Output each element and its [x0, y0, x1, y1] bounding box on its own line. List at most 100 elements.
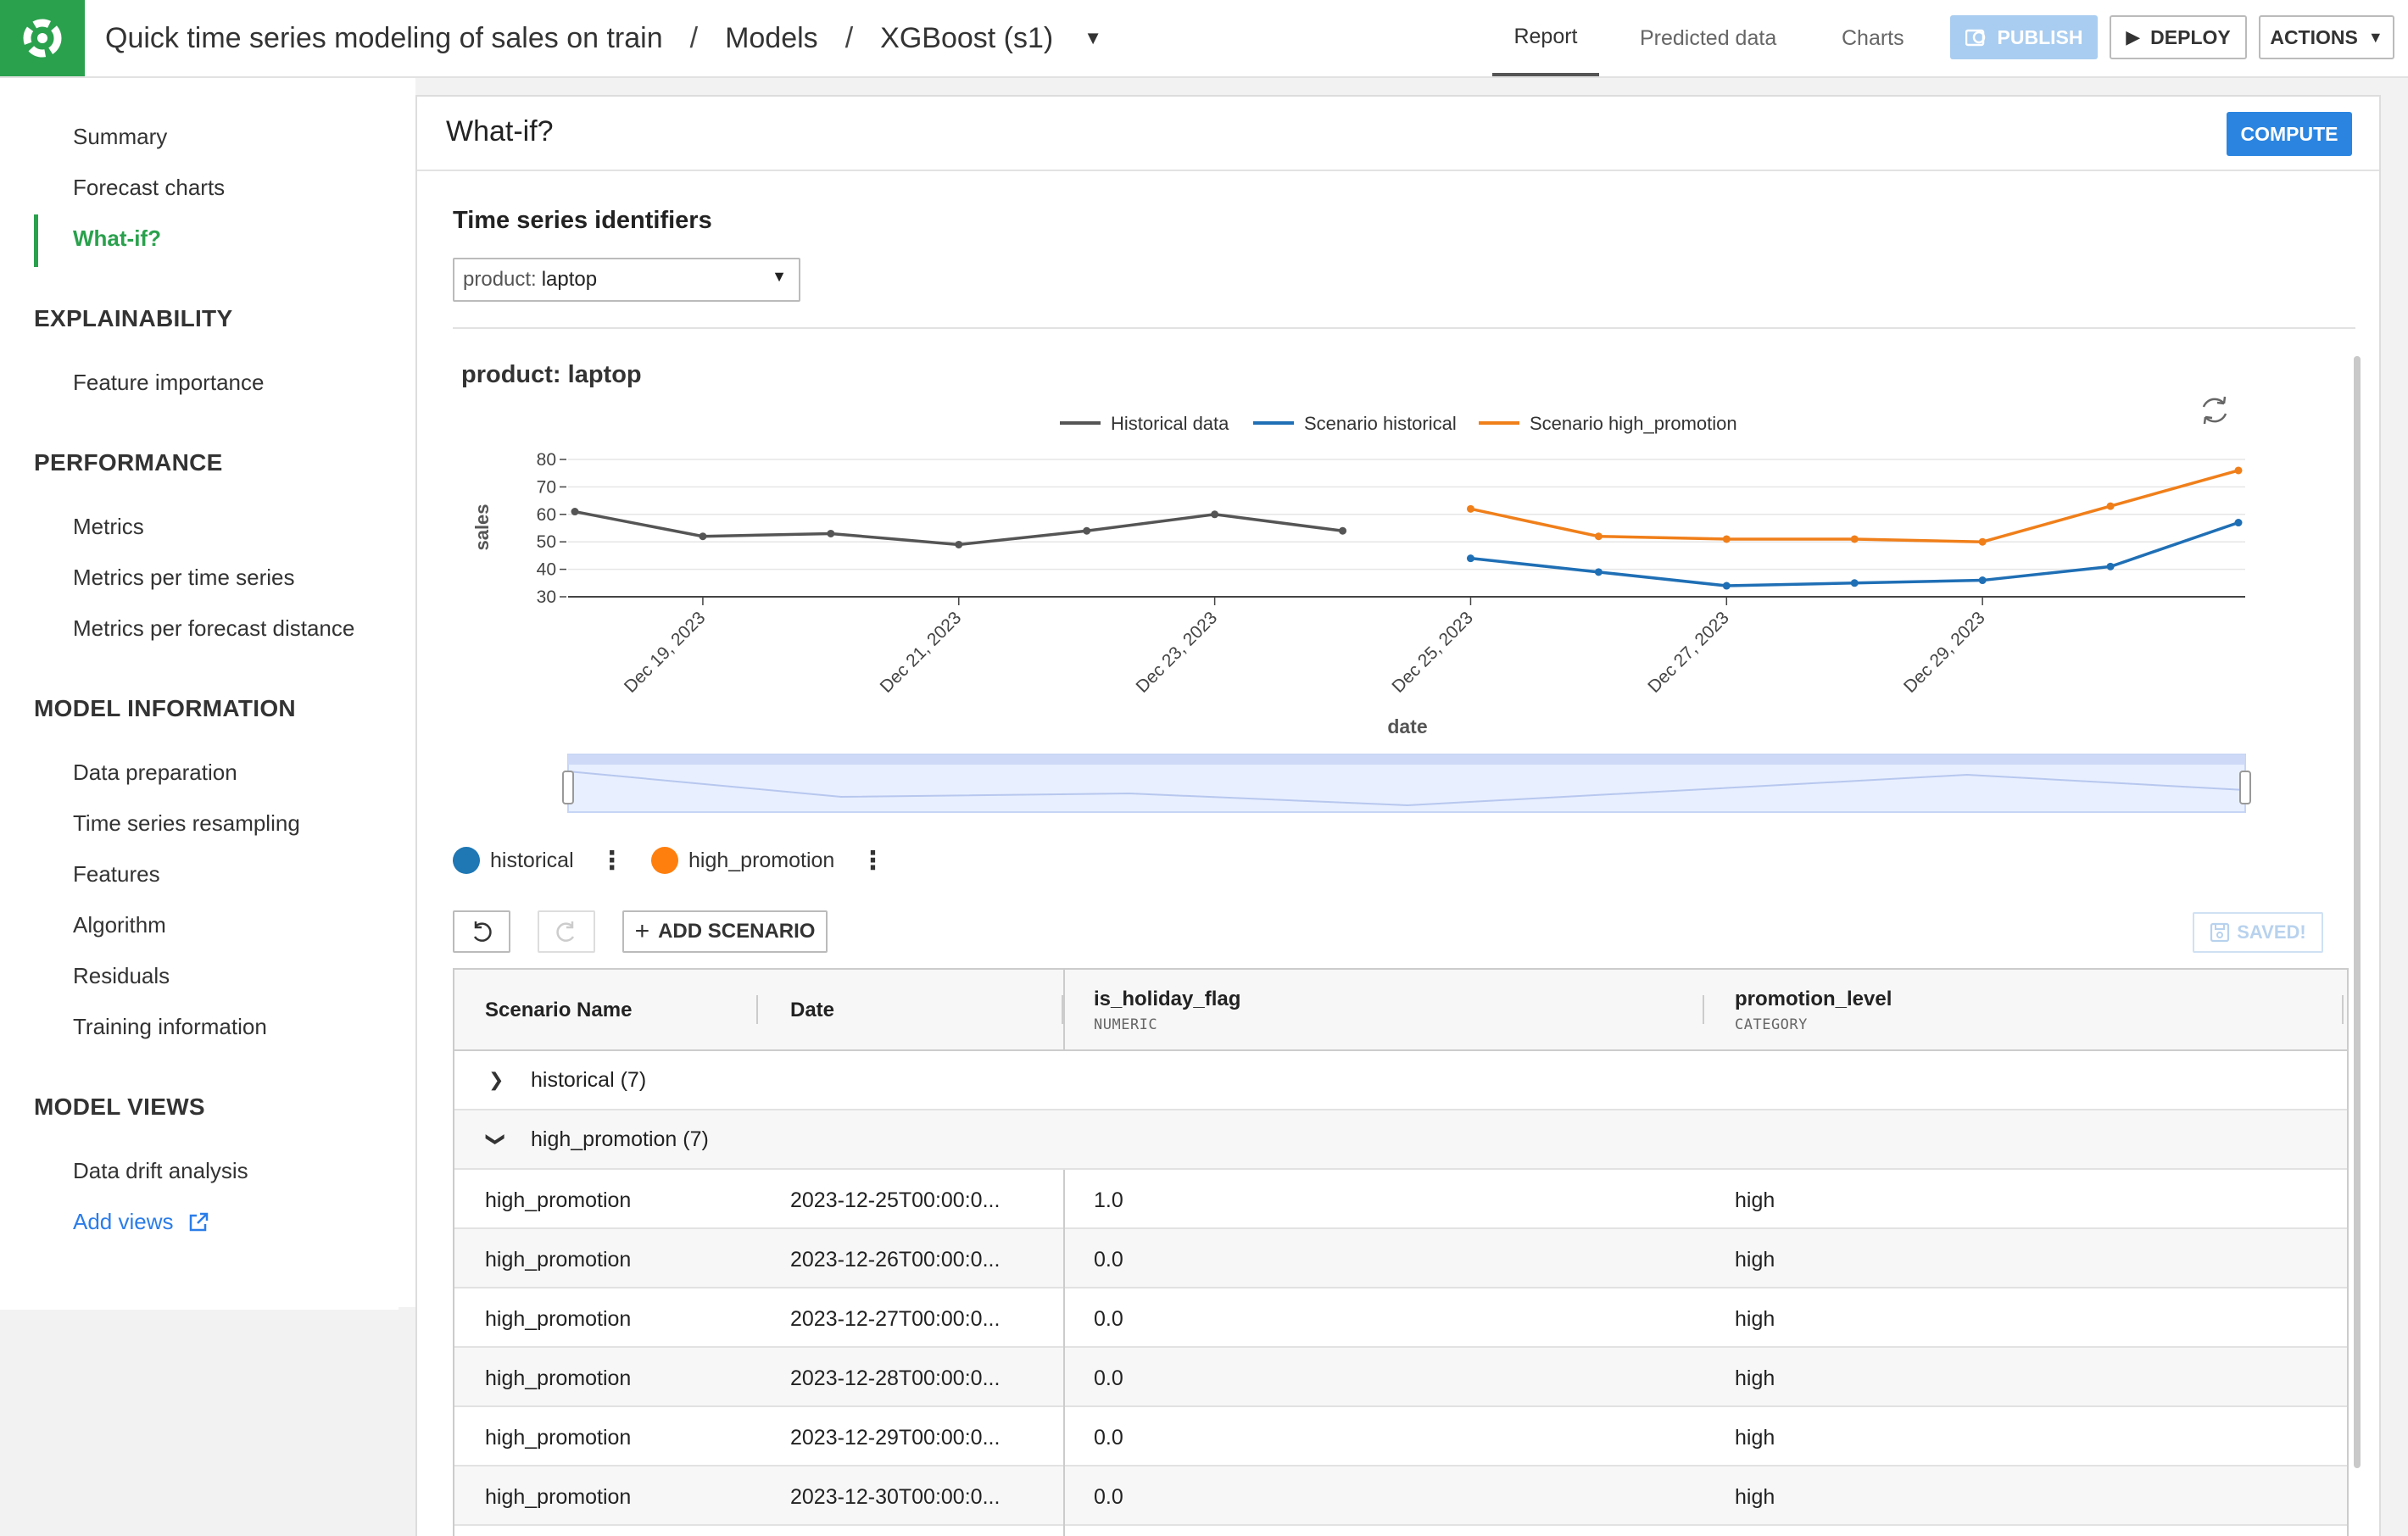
- forecast-chart: Historical data Scenario historical Scenar…: [471, 396, 2251, 813]
- sidebar-item-data-preparation[interactable]: Data preparation: [73, 760, 237, 785]
- table-cell[interactable]: high_promotion: [485, 1485, 632, 1509]
- column-divider: [1063, 970, 1065, 1051]
- table-cell[interactable]: high: [1735, 1426, 1775, 1450]
- breadcrumb-separator: /: [689, 21, 699, 54]
- data-point: [2234, 519, 2243, 527]
- table-cell[interactable]: 2023-12-29T00:00:0...: [790, 1426, 1001, 1450]
- scenario-pill-high-promotion[interactable]: high_promotion ⋮: [651, 841, 885, 880]
- table-row[interactable]: high_promotion 2023-12-29T00:00:0... 0.0 hi…: [454, 1407, 2347, 1466]
- add-scenario-button[interactable]: + ADD SCENARIO: [622, 910, 828, 953]
- table-row[interactable]: high_promotion 2023-12-25T00:00:0... 1.0 hi…: [454, 1170, 2347, 1229]
- project-title[interactable]: Quick time series modeling of sales on t…: [105, 21, 663, 54]
- column-resize-handle[interactable]: [1703, 995, 1704, 1024]
- table-cell[interactable]: high: [1735, 1188, 1775, 1212]
- sidebar-item-metrics-per-forecast-distance[interactable]: Metrics per forecast distance: [73, 615, 355, 641]
- data-point: [2106, 502, 2115, 510]
- table-row[interactable]: high_promotion 2023-12-27T00:00:0... 0.0 hi…: [454, 1288, 2347, 1348]
- table-cell[interactable]: 0.0: [1094, 1366, 1123, 1390]
- column-header-scenario-name[interactable]: Scenario Name: [485, 999, 633, 1021]
- table-cell[interactable]: 2023-12-25T00:00:0...: [790, 1188, 1001, 1212]
- chevron-down-icon[interactable]: ❯: [486, 1131, 508, 1148]
- section-performance: PERFORMANCE: [34, 449, 223, 476]
- time-series-select[interactable]: product: laptop ▼: [453, 258, 800, 302]
- scenario-color-dot: [453, 847, 480, 874]
- x-tick-label: Dec 21, 2023: [877, 608, 966, 697]
- top-bar: Quick time series modeling of sales on t…: [0, 0, 2408, 78]
- scenario-pill-historical[interactable]: historical ⋮: [453, 841, 625, 880]
- table-row[interactable]: high_promotion 2023-12-30T00:00:0... 0.0 hi…: [454, 1466, 2347, 1526]
- sidebar-item-residuals[interactable]: Residuals: [73, 963, 170, 988]
- sidebar-item-features[interactable]: Features: [73, 861, 160, 887]
- kebab-menu-icon[interactable]: ⋮: [860, 846, 886, 875]
- tab-charts[interactable]: Charts: [1842, 25, 1904, 50]
- chevron-right-icon[interactable]: ❯: [488, 1069, 504, 1090]
- publish-button[interactable]: PUBLISH: [1950, 15, 2098, 59]
- deploy-button[interactable]: ▶ DEPLOY: [2110, 15, 2247, 59]
- breadcrumb-models[interactable]: Models: [725, 21, 818, 54]
- slider-handle-right: [2239, 771, 2251, 804]
- table-cell[interactable]: 2023-12-26T00:00:0...: [790, 1248, 1001, 1272]
- column-resize-handle[interactable]: [1062, 995, 1063, 1024]
- sidebar-item-algorithm[interactable]: Algorithm: [73, 912, 166, 938]
- column-header-promotion-level[interactable]: promotion_level CATEGORY: [1735, 988, 1892, 1033]
- table-cell[interactable]: 0.0: [1094, 1485, 1123, 1509]
- column-resize-handle[interactable]: [2342, 995, 2344, 1024]
- scenario-name: high_promotion: [688, 848, 835, 872]
- redo-button[interactable]: [538, 910, 595, 953]
- sidebar-item-forecast-charts[interactable]: Forecast charts: [73, 175, 226, 200]
- table-cell[interactable]: 0.0: [1094, 1248, 1123, 1272]
- panel-scrollbar[interactable]: [2354, 356, 2361, 1468]
- data-point: [1850, 579, 1859, 587]
- table-cell[interactable]: high: [1735, 1307, 1775, 1331]
- table-cell[interactable]: 2023-12-27T00:00:0...: [790, 1307, 1001, 1331]
- table-cell[interactable]: high: [1735, 1485, 1775, 1509]
- add-views-link[interactable]: Add views: [73, 1209, 209, 1235]
- column-resize-handle[interactable]: [756, 995, 758, 1024]
- legend-label: Scenario historical: [1304, 413, 1457, 434]
- section-explainability: EXPLAINABILITY: [34, 305, 233, 331]
- sidebar-item-time-series-resampling[interactable]: Time series resampling: [73, 810, 300, 836]
- sidebar-item-feature-importance[interactable]: Feature importance: [73, 370, 265, 395]
- refresh-icon[interactable]: [2202, 396, 2227, 425]
- sidebar-item-what-if[interactable]: What-if?: [73, 225, 161, 251]
- breadcrumb-model[interactable]: XGBoost (s1): [880, 21, 1054, 54]
- table-cell[interactable]: high: [1735, 1248, 1775, 1272]
- sidebar-item-metrics-per-time-series[interactable]: Metrics per time series: [73, 565, 295, 590]
- table-cell[interactable]: high_promotion: [485, 1307, 632, 1331]
- table-cell[interactable]: high_promotion: [485, 1248, 632, 1272]
- saved-button[interactable]: SAVED!: [2193, 912, 2323, 953]
- table-cell[interactable]: 0.0: [1094, 1307, 1123, 1331]
- sidebar-item-training-information[interactable]: Training information: [73, 1014, 267, 1039]
- sidebar-item-metrics[interactable]: Metrics: [73, 514, 144, 539]
- x-tick-label: Dec 19, 2023: [621, 608, 710, 697]
- app-logo[interactable]: [0, 0, 85, 76]
- x-tick-label: Dec 29, 2023: [1900, 608, 1989, 697]
- column-header-is-holiday-flag[interactable]: is_holiday_flag NUMERIC: [1094, 988, 1241, 1033]
- sidebar: Summary Forecast charts What-if? EXPLAIN…: [0, 78, 415, 1307]
- sidebar-item-summary[interactable]: Summary: [73, 124, 168, 149]
- table-cell[interactable]: high: [1735, 1366, 1775, 1390]
- table-cell[interactable]: 0.0: [1094, 1426, 1123, 1450]
- tab-predicted-data[interactable]: Predicted data: [1640, 25, 1777, 50]
- actions-button[interactable]: ACTIONS ▼: [2259, 15, 2394, 59]
- page-background: [2381, 78, 2408, 1536]
- sidebar-item-data-drift-analysis[interactable]: Data drift analysis: [73, 1158, 248, 1183]
- table-row[interactable]: high_promotion 2023-12-28T00:00:0... 0.0 hi…: [454, 1348, 2347, 1407]
- kebab-menu-icon[interactable]: ⋮: [599, 846, 625, 875]
- group-row-high-promotion[interactable]: ❯ high_promotion (7): [454, 1110, 2347, 1170]
- undo-button[interactable]: [453, 910, 510, 953]
- table-cell[interactable]: high_promotion: [485, 1366, 632, 1390]
- table-cell[interactable]: 1.0: [1094, 1188, 1123, 1212]
- column-header-date[interactable]: Date: [790, 999, 835, 1021]
- chevron-down-icon[interactable]: ▼: [1084, 27, 1102, 48]
- table-cell[interactable]: high_promotion: [485, 1426, 632, 1450]
- compute-button[interactable]: COMPUTE: [2227, 112, 2352, 156]
- data-point: [1594, 568, 1603, 576]
- tab-report[interactable]: Report: [1492, 0, 1599, 76]
- group-row-historical[interactable]: ❯ historical (7): [454, 1051, 2347, 1110]
- table-cell[interactable]: high_promotion: [485, 1188, 632, 1212]
- table-cell[interactable]: 2023-12-30T00:00:0...: [790, 1485, 1001, 1509]
- table-cell[interactable]: 2023-12-28T00:00:0...: [790, 1366, 1001, 1390]
- range-slider[interactable]: [562, 754, 2251, 813]
- table-row[interactable]: high_promotion 2023-12-26T00:00:0... 0.0 hi…: [454, 1229, 2347, 1288]
